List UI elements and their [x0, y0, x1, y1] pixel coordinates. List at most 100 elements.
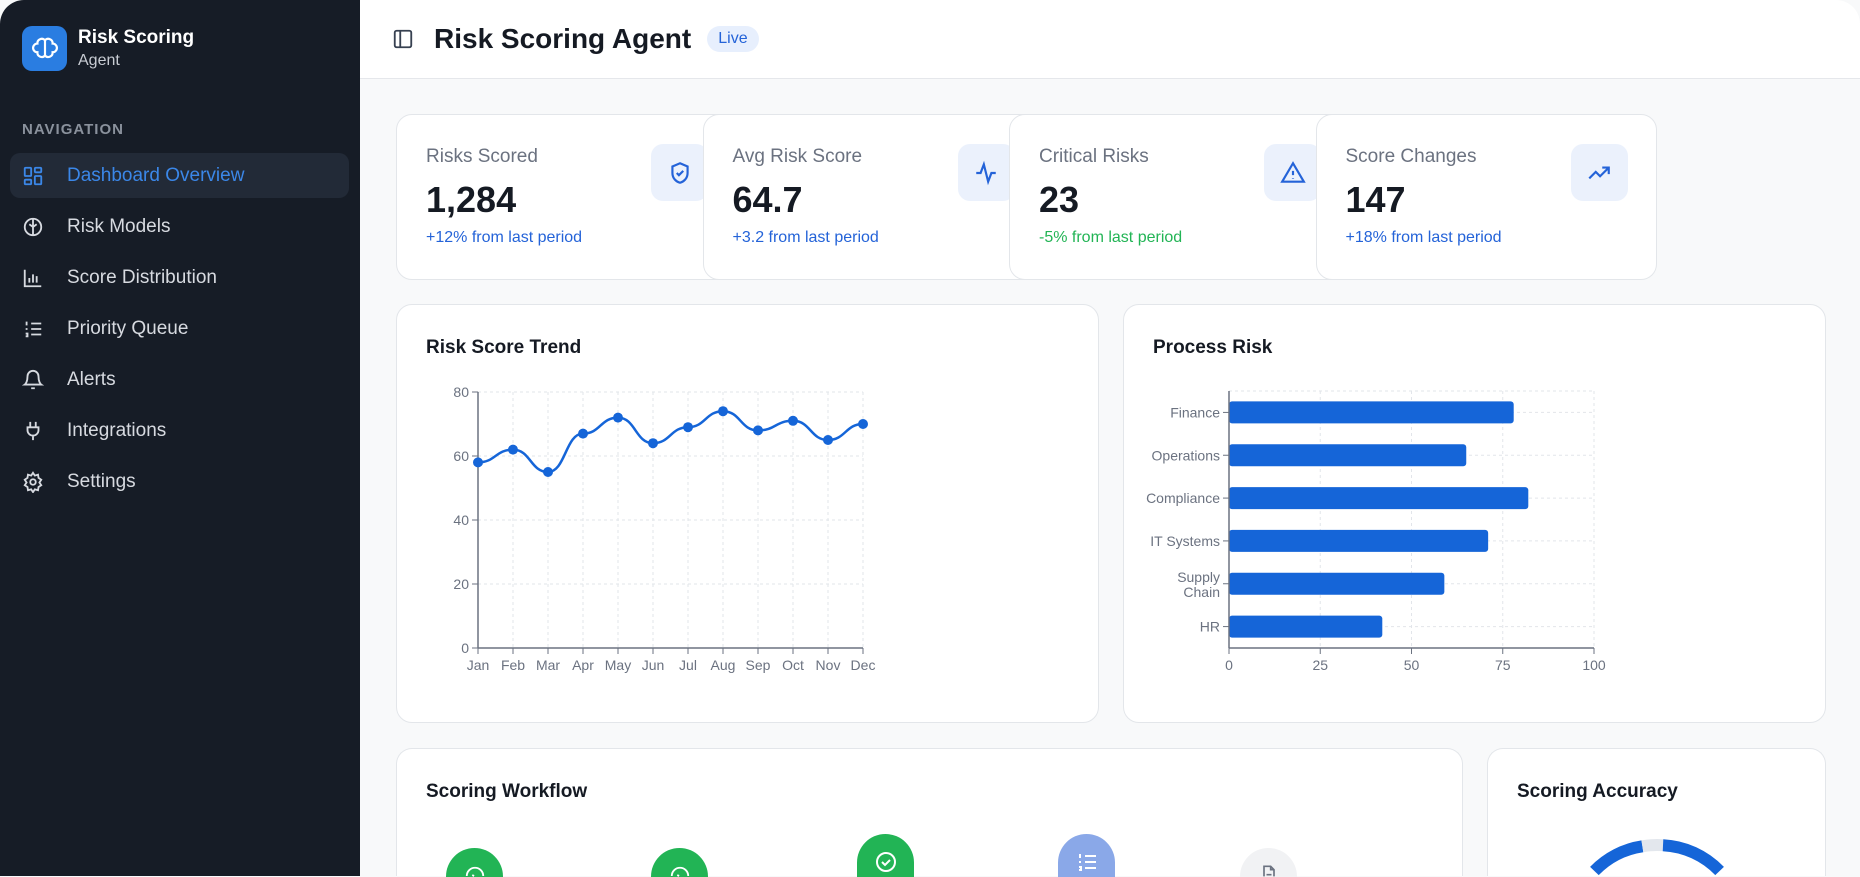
- nav-label: Score Distribution: [67, 266, 217, 288]
- process-risk-chart: 0 25 50 75 100 Finance Operations Compliance IT …: [1146, 390, 1606, 673]
- data-point: [578, 428, 588, 439]
- bar: [1229, 615, 1383, 638]
- data-point: [823, 435, 833, 445]
- nav-label: Priority Queue: [67, 317, 189, 339]
- x-tick-label: Jun: [642, 657, 665, 673]
- nav-item-dashboard-overview[interactable]: Dashboard Overview: [10, 153, 349, 198]
- stat-card: Risks Scored 1,284 +12% from last period: [396, 114, 737, 280]
- stat-delta: +3.2 from last period: [732, 229, 879, 246]
- x-tick-label: Feb: [501, 657, 525, 673]
- main-content: Risk Scoring Agent Live: [360, 0, 1860, 876]
- card-title: Scoring Accuracy: [1517, 781, 1678, 802]
- nav-menu: Dashboard Overview Risk Models Score Dis…: [10, 153, 349, 510]
- x-tick-label: Jan: [467, 657, 490, 673]
- accuracy-arc: [1590, 840, 1644, 876]
- stat-label: Risks Scored: [426, 146, 538, 167]
- gear-icon: [23, 470, 43, 493]
- nav-item-alerts[interactable]: Alerts: [10, 357, 349, 402]
- workflow-step-complete[interactable]: [651, 848, 708, 877]
- trending-up-icon: [1570, 144, 1628, 201]
- bar: [1229, 487, 1529, 510]
- process-risk-card: Process Risk 0 25 50 75 100 Finance Operations…: [1123, 304, 1826, 723]
- nav-item-priority-queue[interactable]: Priority Queue: [10, 306, 349, 351]
- stat-label: Avg Risk Score: [732, 146, 863, 167]
- data-point: [788, 415, 798, 426]
- nav-label: Alerts: [67, 368, 116, 390]
- status-badge: Live: [707, 26, 759, 52]
- x-tick-label: Dec: [851, 657, 876, 673]
- stat-value: 23: [1039, 179, 1080, 220]
- x-tick-label: Mar: [536, 657, 560, 673]
- nav-label: Risk Models: [67, 215, 171, 237]
- y-tick-label: Compliance: [1146, 490, 1220, 506]
- y-tick-label: Finance: [1170, 404, 1220, 420]
- workflow-step-complete[interactable]: [857, 834, 914, 877]
- stat-delta: +18% from last period: [1345, 229, 1502, 246]
- workflow-step-pending[interactable]: [1240, 848, 1297, 877]
- workflow-step-active[interactable]: [1058, 834, 1115, 877]
- data-point: [543, 467, 553, 477]
- x-tick-label: Aug: [711, 657, 736, 673]
- y-tick-label: 40: [453, 512, 469, 528]
- check-circle-icon: [875, 852, 896, 872]
- x-tick-label: 75: [1495, 657, 1511, 673]
- brain-logo-icon: [22, 26, 67, 71]
- bar: [1229, 401, 1514, 424]
- x-tick-label: Sep: [746, 657, 771, 673]
- y-tick-label: Operations: [1152, 447, 1220, 463]
- x-tick-label: Nov: [816, 657, 841, 673]
- dashboard-icon: [23, 166, 43, 185]
- nav-label: Dashboard Overview: [67, 164, 245, 186]
- y-tick-label: 20: [453, 576, 469, 592]
- accuracy-arc: [1662, 839, 1724, 876]
- stat-label: Critical Risks: [1039, 146, 1149, 167]
- stat-label: Score Changes: [1345, 146, 1477, 167]
- risk-score-trend-card: Risk Score Trend 0 20 40 60 80 Jan Feb Mar Apr Ma…: [396, 304, 1099, 723]
- data-point: [683, 422, 693, 433]
- accuracy-remaining-arc: [1641, 839, 1664, 853]
- stat-value: 147: [1345, 179, 1406, 220]
- brain-icon: [23, 217, 43, 236]
- check-circle-icon: [670, 866, 689, 877]
- stat-card: Avg Risk Score 64.7 +3.2 from last perio…: [702, 114, 1044, 280]
- shield-check-icon: [651, 144, 708, 201]
- nav-item-settings[interactable]: Settings: [10, 459, 349, 504]
- file-icon: [1262, 865, 1275, 877]
- stat-value: 64.7: [732, 179, 803, 220]
- sidebar-toggle-icon[interactable]: [392, 28, 414, 50]
- sidebar: Risk Scoring Agent NAVIGATION Dashboard …: [0, 0, 360, 876]
- bar: [1229, 529, 1489, 552]
- y-tick-label: 60: [453, 448, 469, 464]
- x-tick-label: May: [605, 657, 631, 673]
- nav-heading: NAVIGATION: [22, 121, 124, 138]
- brand-subtitle: Agent: [78, 52, 120, 69]
- list-ordered-icon: [1078, 854, 1096, 871]
- x-tick-label: 0: [1225, 657, 1233, 673]
- accuracy-donut-chart: [1590, 839, 1724, 876]
- data-point: [648, 438, 658, 449]
- data-point: [718, 406, 728, 417]
- stat-card: Critical Risks 23 -5% from last period: [1009, 114, 1350, 280]
- nav-item-integrations[interactable]: Integrations: [10, 408, 349, 453]
- y-tick-label: HR: [1200, 619, 1220, 635]
- workflow-step-complete[interactable]: [446, 848, 503, 877]
- scoring-workflow-card: Scoring Workflow: [396, 748, 1463, 877]
- x-tick-label: Apr: [572, 657, 594, 673]
- card-title: Process Risk: [1153, 337, 1273, 358]
- data-point: [613, 412, 623, 423]
- page-title: Risk Scoring Agent: [434, 23, 692, 54]
- nav-item-score-distribution[interactable]: Score Distribution: [10, 255, 349, 300]
- alert-triangle-icon: [1264, 144, 1321, 201]
- plug-icon: [26, 421, 40, 440]
- nav-item-risk-models[interactable]: Risk Models: [10, 204, 349, 249]
- y-tick-label: 80: [453, 384, 469, 400]
- bar-chart-icon: [23, 269, 42, 287]
- x-tick-label: Jul: [679, 657, 697, 673]
- header: Risk Scoring Agent Live: [360, 0, 1860, 79]
- data-point: [858, 419, 868, 429]
- check-circle-icon: [465, 866, 484, 877]
- list-ordered-icon: [25, 321, 42, 337]
- x-tick-label: 100: [1582, 657, 1606, 673]
- data-point: [473, 457, 483, 468]
- bar: [1229, 572, 1445, 595]
